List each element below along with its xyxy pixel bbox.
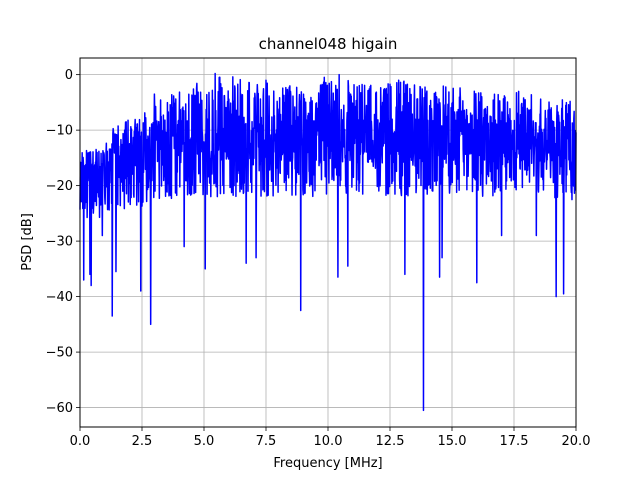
y-tick-label: −40 xyxy=(46,290,73,305)
y-tick-label: −50 xyxy=(46,346,73,361)
x-tick-label: 5.0 xyxy=(194,434,215,449)
y-tick-label: −60 xyxy=(46,401,73,416)
x-tick-label: 7.5 xyxy=(256,434,277,449)
x-tick-label: 12.5 xyxy=(376,434,405,449)
x-tick-label: 10.0 xyxy=(314,434,343,449)
y-axis: 0 −10 −20 −30 −40 −50 −60 xyxy=(46,68,80,416)
y-tick-label: 0 xyxy=(65,68,73,83)
y-tick-label: −30 xyxy=(46,235,73,250)
x-tick-label: 2.5 xyxy=(132,434,153,449)
x-tick-label: 20.0 xyxy=(562,434,591,449)
x-tick-label: 15.0 xyxy=(438,434,467,449)
chart-title: channel048 higain xyxy=(259,35,398,53)
x-axis-label: Frequency [MHz] xyxy=(273,456,382,471)
psd-line xyxy=(79,72,577,412)
y-tick-label: −10 xyxy=(46,124,73,139)
y-tick-label: −20 xyxy=(46,179,73,194)
psd-series xyxy=(79,72,577,412)
x-tick-label: 17.5 xyxy=(500,434,529,449)
x-axis: 0.0 2.5 5.0 7.5 10.0 12.5 15.0 17.5 20.0 xyxy=(70,427,591,449)
y-axis-label: PSD [dB] xyxy=(20,213,35,271)
x-tick-label: 0.0 xyxy=(70,434,91,449)
